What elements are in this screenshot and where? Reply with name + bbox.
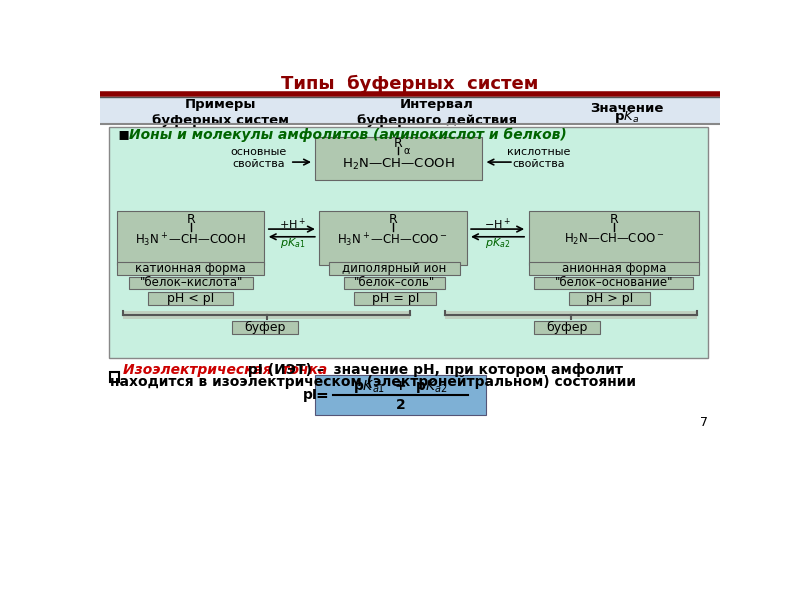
Text: p$K_{a2}$: p$K_{a2}$: [485, 236, 510, 250]
Text: Значение: Значение: [590, 101, 664, 115]
FancyBboxPatch shape: [130, 277, 254, 289]
Text: ▪: ▪: [117, 125, 130, 143]
Text: буфер: буфер: [546, 321, 587, 334]
FancyBboxPatch shape: [123, 311, 410, 319]
Text: диполярный ион: диполярный ион: [342, 262, 446, 275]
FancyBboxPatch shape: [148, 292, 234, 305]
Text: p$K_a$: p$K_a$: [614, 109, 640, 125]
Text: pI: pI: [303, 388, 318, 403]
Text: буфер: буфер: [244, 321, 286, 334]
Text: Примеры
буферных систем: Примеры буферных систем: [152, 98, 289, 127]
Text: "белок–соль": "белок–соль": [354, 277, 435, 289]
Text: H$_2$N—CH—COOH: H$_2$N—CH—COOH: [342, 157, 454, 172]
Text: pH = pI: pH = pI: [371, 292, 419, 305]
Text: основные
свойства: основные свойства: [230, 148, 287, 169]
Text: 2: 2: [396, 398, 406, 412]
Text: R: R: [389, 214, 398, 226]
Text: +H$^+$: +H$^+$: [278, 217, 306, 232]
FancyBboxPatch shape: [315, 374, 486, 415]
FancyBboxPatch shape: [329, 262, 460, 275]
Text: Типы  буферных  систем: Типы буферных систем: [282, 75, 538, 94]
Text: "белок–кислота": "белок–кислота": [140, 277, 243, 289]
FancyBboxPatch shape: [445, 311, 697, 319]
FancyBboxPatch shape: [354, 292, 435, 305]
Text: α: α: [404, 146, 410, 157]
FancyBboxPatch shape: [344, 277, 445, 289]
Text: Ионы и молекулы амфолитов (аминокислот и белков): Ионы и молекулы амфолитов (аминокислот и…: [130, 127, 567, 142]
FancyBboxPatch shape: [110, 127, 708, 358]
Text: H$_3$N$^+$—CH—COOH: H$_3$N$^+$—CH—COOH: [135, 231, 246, 248]
FancyBboxPatch shape: [315, 137, 482, 180]
FancyBboxPatch shape: [534, 277, 693, 289]
FancyBboxPatch shape: [319, 211, 466, 265]
Text: катионная форма: катионная форма: [135, 262, 246, 275]
FancyBboxPatch shape: [100, 97, 720, 124]
FancyBboxPatch shape: [232, 322, 298, 334]
Text: R: R: [610, 214, 618, 226]
Text: R: R: [186, 214, 195, 226]
FancyBboxPatch shape: [529, 211, 699, 265]
Text: Изоэлектрическая  точка: Изоэлектрическая точка: [123, 363, 327, 377]
Text: −H$^+$: −H$^+$: [484, 217, 511, 232]
Text: p$K_{a1}$: p$K_{a1}$: [279, 236, 305, 250]
Text: R: R: [394, 137, 402, 150]
Text: H$_2$N—CH—COO$^-$: H$_2$N—CH—COO$^-$: [564, 232, 664, 247]
FancyBboxPatch shape: [529, 262, 699, 275]
Text: p$K_{a1}$  +  p$K_{a2}$: p$K_{a1}$ + p$K_{a2}$: [354, 377, 448, 395]
Text: 7: 7: [700, 416, 708, 429]
Text: анионная форма: анионная форма: [562, 262, 666, 275]
Text: pH < pI: pH < pI: [167, 292, 214, 305]
FancyBboxPatch shape: [117, 262, 264, 275]
FancyBboxPatch shape: [110, 372, 119, 382]
Text: находится в изоэлектрическом (электронейтральном) состоянии: находится в изоэлектрическом (электроней…: [110, 376, 636, 389]
FancyBboxPatch shape: [117, 211, 264, 265]
Text: H$_3$N$^+$—CH—COO$^-$: H$_3$N$^+$—CH—COO$^-$: [338, 231, 449, 248]
FancyBboxPatch shape: [569, 292, 650, 305]
Text: Интервал
буферного действия: Интервал буферного действия: [357, 98, 517, 127]
Text: pH > pI: pH > pI: [586, 292, 633, 305]
Text: =: =: [315, 388, 328, 403]
Text: pI (ИЭТ) –  значение pH, при котором амфолит: pI (ИЭТ) – значение pH, при котором амфо…: [243, 363, 623, 377]
Text: "белок–основание": "белок–основание": [554, 277, 673, 289]
Text: кислотные
свойства: кислотные свойства: [507, 148, 570, 169]
FancyBboxPatch shape: [534, 322, 600, 334]
